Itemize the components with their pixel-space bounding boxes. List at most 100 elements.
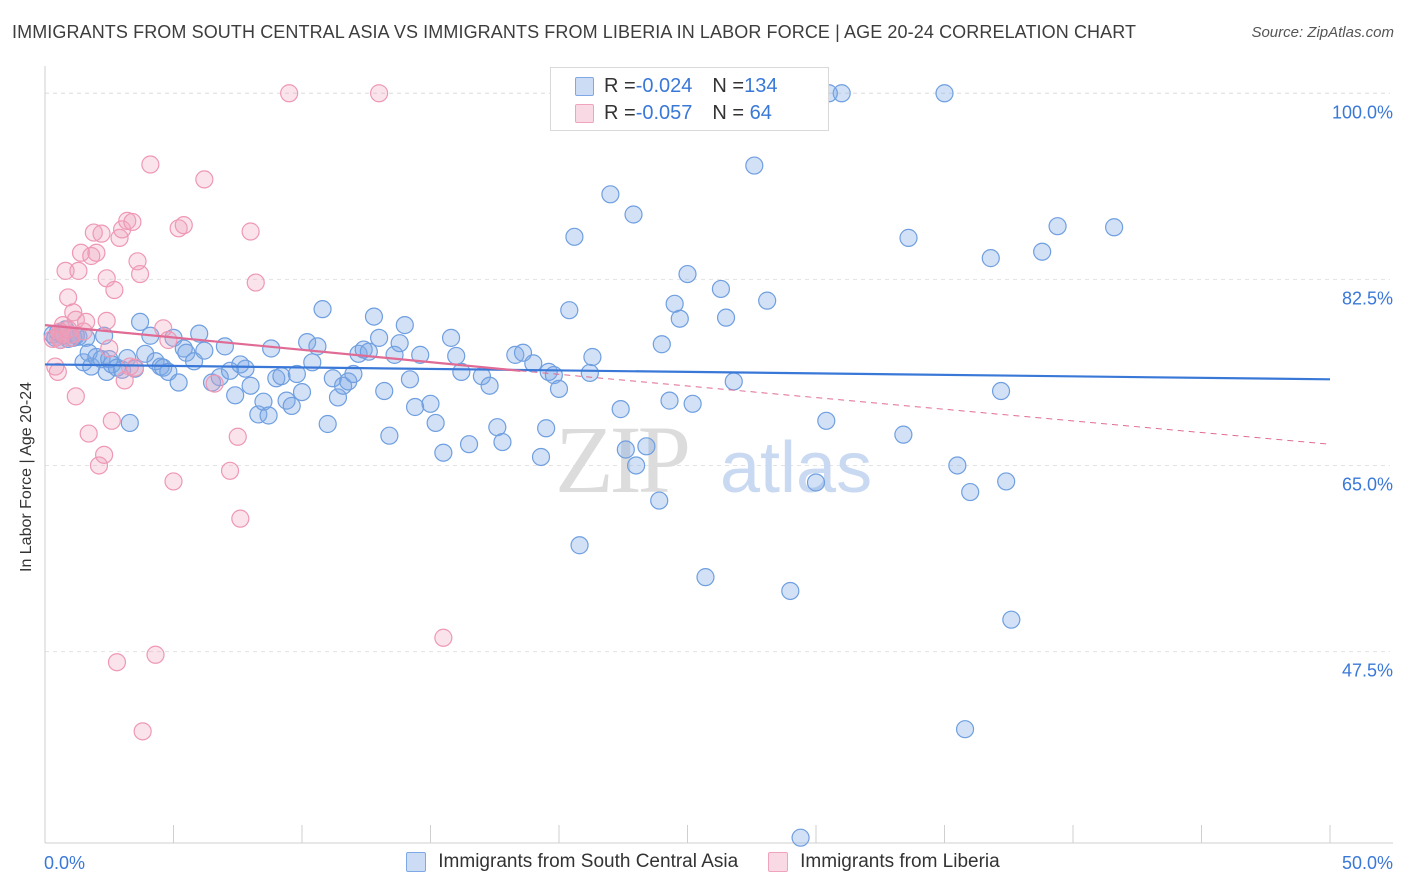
data-point: [130, 312, 150, 332]
data-point: [370, 84, 389, 103]
data-point: [434, 628, 453, 647]
trend-lines: [44, 324, 1331, 445]
data-point: [282, 396, 301, 416]
data-point: [817, 411, 836, 430]
data-point: [832, 84, 851, 103]
data-point: [159, 330, 178, 350]
data-point: [480, 376, 499, 395]
data-point: [120, 413, 139, 433]
data-point: [277, 391, 296, 410]
data-point: [626, 456, 646, 475]
data-point: [537, 419, 556, 438]
data-point: [580, 363, 599, 383]
data-point: [652, 335, 671, 354]
data-point: [370, 328, 389, 347]
data-point: [92, 224, 111, 243]
data-point: [130, 264, 150, 284]
legend-r-value: -0.057: [635, 101, 693, 124]
data-point: [133, 722, 152, 741]
legend-swatch-pink: [575, 103, 594, 123]
data-point: [95, 445, 114, 464]
series-legend-label: Immigrants from South Central Asia: [438, 851, 739, 872]
stats-legend: R = -0.024 N = 134 R = -0.057 N = 64: [550, 67, 829, 131]
data-point: [105, 280, 124, 300]
data-point: [935, 84, 954, 103]
data-point: [441, 328, 461, 347]
data-point: [71, 243, 91, 262]
legend-r-label: R =: [604, 74, 636, 97]
data-point: [323, 369, 342, 388]
data-point: [683, 394, 702, 413]
data-point: [899, 228, 918, 247]
data-point: [539, 362, 558, 381]
data-point: [236, 359, 255, 378]
data-point: [716, 308, 736, 327]
data-point: [1048, 217, 1067, 236]
legend-r-label: R =: [604, 101, 636, 124]
data-point: [100, 339, 119, 358]
data-point: [228, 427, 247, 446]
x-tick-label: 0.0%: [44, 853, 85, 873]
data-point: [426, 413, 445, 433]
data-point: [136, 344, 155, 363]
data-point: [195, 170, 214, 189]
data-point: [226, 386, 245, 405]
series-legend: Immigrants from South Central Asia Immig…: [0, 851, 1406, 873]
data-point: [254, 392, 273, 411]
data-point: [791, 828, 810, 847]
data-point: [400, 370, 420, 389]
data-point: [174, 216, 193, 235]
data-point: [115, 371, 134, 390]
data-point: [724, 372, 743, 391]
data-point: [711, 279, 731, 299]
data-point: [112, 220, 132, 239]
data-point: [696, 568, 715, 587]
data-point: [583, 347, 602, 367]
legend-n-value: 134: [744, 74, 778, 97]
data-point: [660, 391, 679, 410]
series-legend-swatch-blue: [406, 852, 427, 872]
legend-row-south-central-asia: R = -0.024 N = 134: [575, 73, 777, 99]
data-point: [313, 300, 332, 319]
watermark-zip: ZIP: [555, 406, 688, 513]
data-point: [64, 303, 83, 322]
y-tick-label: 47.5%: [1342, 661, 1393, 681]
tick-labels: 100.0% 82.5% 65.0% 47.5% 0.0% 50.0%: [44, 102, 1393, 873]
trend-line-liberia-extension: [520, 370, 1331, 445]
watermark: ZIP atlas: [555, 406, 872, 513]
data-point: [292, 382, 312, 402]
series-legend-swatch-pink: [768, 852, 789, 872]
series-legend-item-liberia: Immigrants from Liberia: [768, 851, 1000, 873]
data-point: [616, 440, 635, 459]
data-point: [781, 581, 800, 601]
data-point: [758, 291, 777, 310]
data-point: [169, 219, 188, 238]
series-liberia: [43, 84, 453, 741]
data-point: [981, 249, 1000, 268]
data-point: [1002, 610, 1021, 629]
data-point: [459, 435, 479, 454]
data-point: [344, 364, 363, 384]
trend-line-liberia: [44, 324, 521, 372]
legend-swatch-blue: [575, 76, 594, 96]
x-tick-label: 50.0%: [1342, 853, 1393, 873]
trend-line-south-central-asia: [44, 363, 1331, 381]
data-point: [259, 406, 278, 425]
data-point: [364, 307, 384, 326]
data-point: [205, 374, 224, 393]
data-point: [66, 387, 85, 406]
data-point: [195, 341, 214, 360]
data-point: [246, 273, 265, 292]
data-point: [48, 362, 67, 381]
data-point: [678, 264, 697, 284]
data-point: [69, 261, 88, 280]
data-point: [611, 400, 630, 419]
y-tick-label: 65.0%: [1342, 474, 1393, 494]
data-point: [1033, 242, 1052, 261]
data-point: [894, 425, 913, 444]
data-point: [948, 456, 967, 475]
data-point: [991, 381, 1011, 401]
data-point: [102, 411, 121, 430]
data-point: [601, 185, 620, 204]
